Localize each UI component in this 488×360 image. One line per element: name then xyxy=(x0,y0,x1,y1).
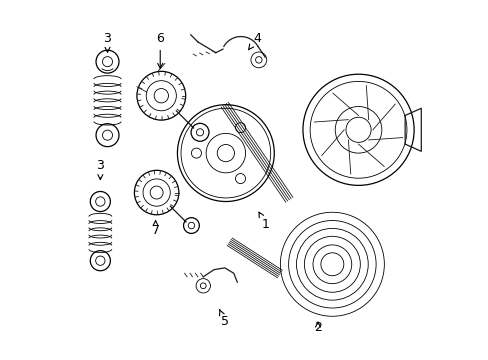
Text: 5: 5 xyxy=(219,310,228,328)
Text: 3: 3 xyxy=(96,159,104,180)
Text: 2: 2 xyxy=(313,320,321,333)
Text: 7: 7 xyxy=(151,220,159,237)
Text: 3: 3 xyxy=(103,32,111,52)
Text: 1: 1 xyxy=(259,212,269,231)
Text: 4: 4 xyxy=(248,32,261,50)
Text: 6: 6 xyxy=(156,32,164,68)
